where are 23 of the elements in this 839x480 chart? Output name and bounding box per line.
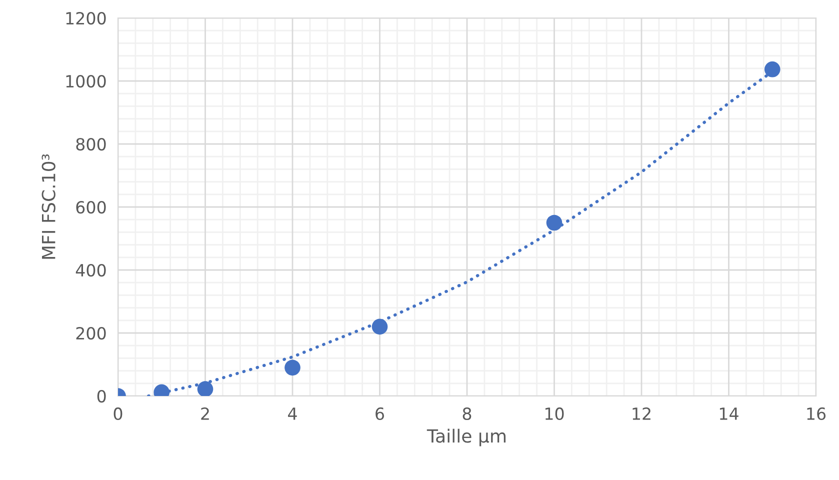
point: [372, 318, 388, 335]
y-tick-label: 0: [97, 390, 106, 403]
point: [284, 360, 300, 376]
y-axis-title: MFI FSC.10³: [42, 154, 56, 259]
x-tick-label: 4: [288, 408, 297, 420]
y-tick-label: 600: [76, 200, 106, 214]
y-tick-label: 400: [76, 264, 106, 277]
y-tick-label: 800: [76, 138, 106, 151]
x-tick-label: 0: [114, 407, 122, 420]
x-tick-label: 6: [376, 407, 384, 420]
point: [197, 381, 214, 396]
point: [546, 214, 562, 231]
y-tick-label: 1200: [66, 12, 106, 25]
x-tick-label: 12: [632, 407, 650, 420]
x-tick-label: 14: [720, 408, 738, 420]
x-tick-label: 8: [462, 407, 472, 420]
y-tick-label: 200: [76, 326, 106, 340]
y-tick-label: 1000: [66, 74, 106, 88]
x-tick-label: 16: [807, 407, 826, 420]
x-axis-title: Taille µm: [426, 428, 506, 446]
x-tick-label: 10: [545, 407, 564, 420]
x-tick-label: 2: [201, 407, 209, 420]
point: [764, 61, 780, 78]
